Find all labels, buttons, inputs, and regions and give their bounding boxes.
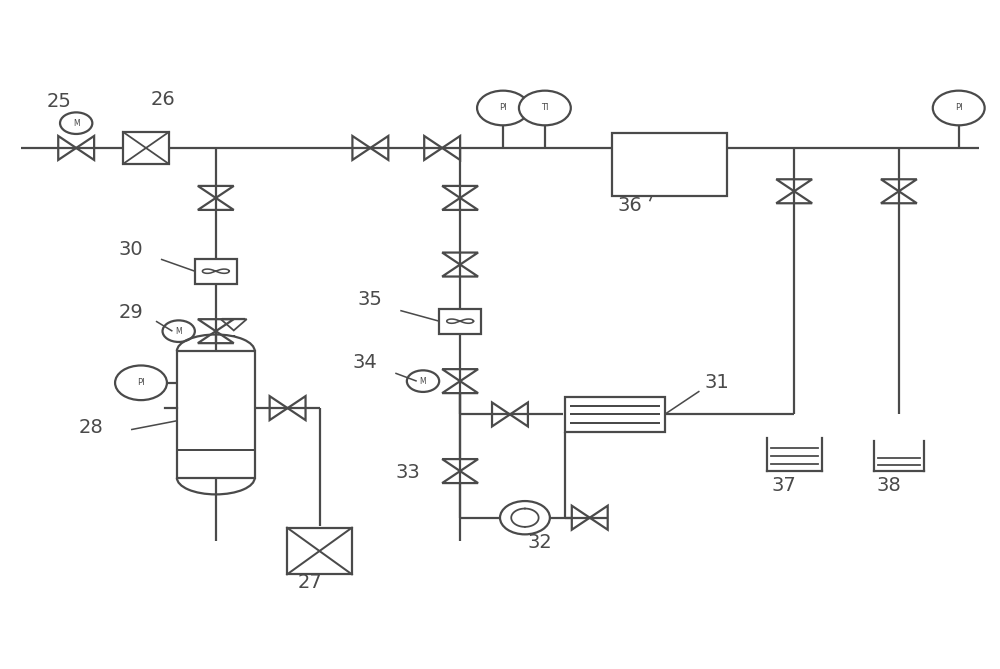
Circle shape [933,91,985,125]
Text: 29: 29 [119,303,143,322]
Bar [565,397,665,432]
Circle shape [519,91,571,125]
Circle shape [477,91,529,125]
Text: 28: 28 [79,418,104,438]
Bar [177,351,255,478]
Text: TI: TI [541,104,549,112]
Text: 36: 36 [617,196,642,215]
Bar [439,308,481,334]
Text: 27: 27 [297,573,322,591]
Text: 35: 35 [358,290,383,308]
Text: PI: PI [955,104,963,112]
Text: M: M [175,326,182,336]
Text: 25: 25 [46,92,71,111]
Text: PI: PI [499,104,507,112]
Text: 30: 30 [119,240,143,258]
Text: 38: 38 [877,476,901,495]
Circle shape [500,501,550,535]
Bar [612,133,727,196]
Text: 32: 32 [528,533,552,552]
Text: PI: PI [137,378,145,387]
Circle shape [115,365,167,400]
Text: 26: 26 [151,90,176,109]
Text: 34: 34 [353,353,378,372]
Text: M: M [73,118,79,128]
Bar [195,258,237,284]
Text: 33: 33 [396,463,421,482]
Bar [287,528,352,575]
Bar [123,132,169,164]
Text: M: M [420,377,426,385]
Text: 31: 31 [704,373,729,392]
Text: 37: 37 [772,476,797,495]
